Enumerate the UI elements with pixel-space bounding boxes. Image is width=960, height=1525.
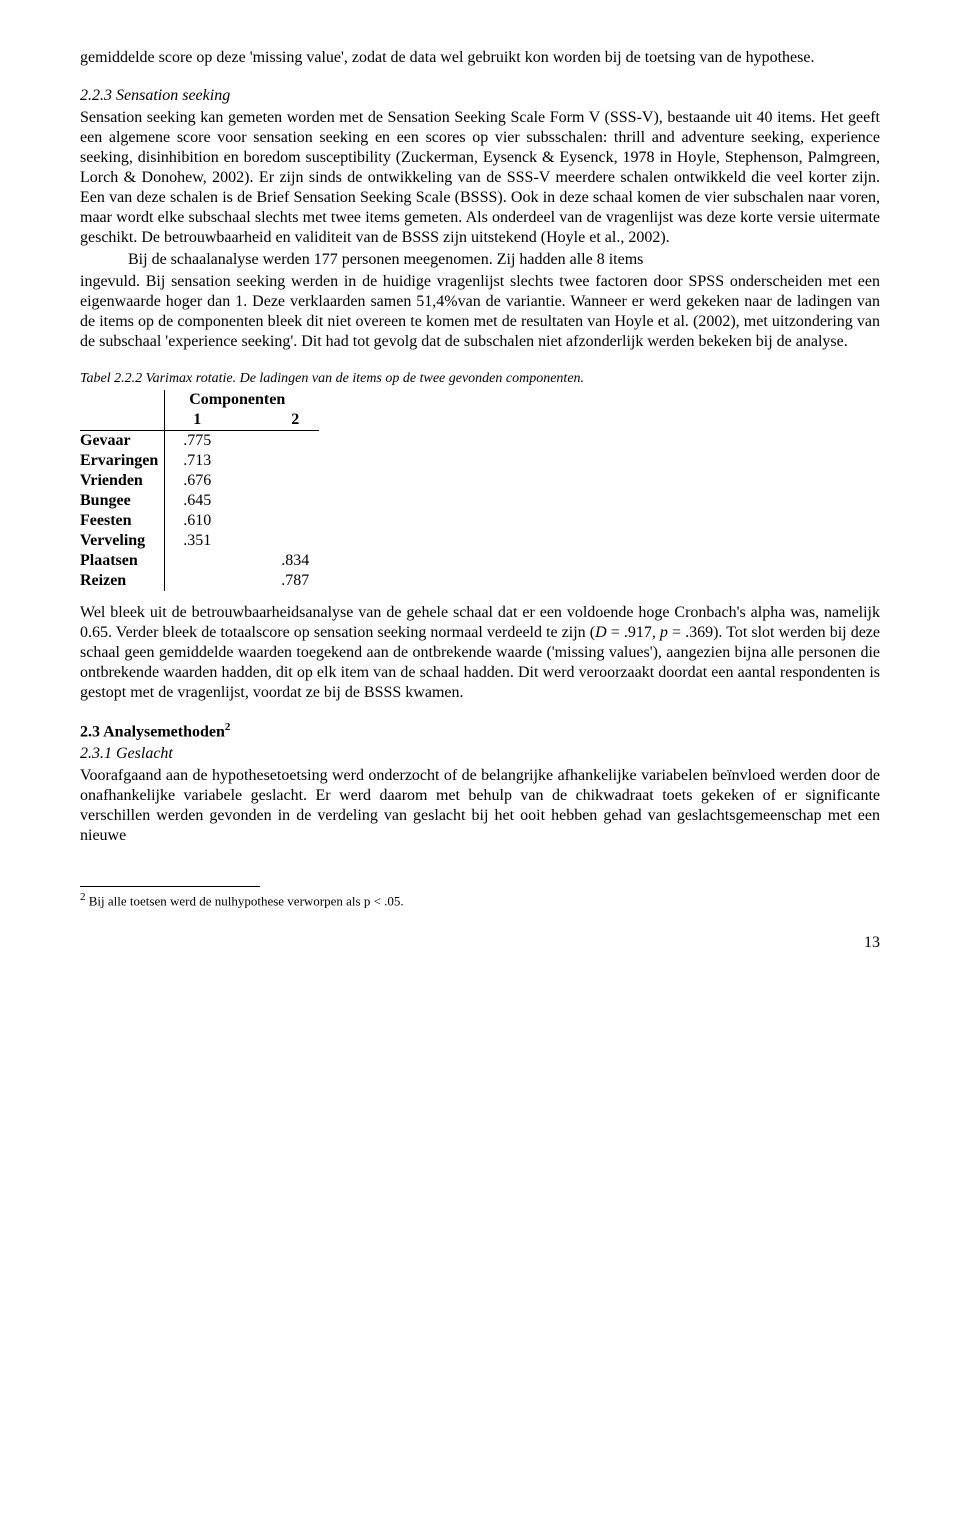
table-row: Plaatsen.834 [80,551,319,571]
after-table-text: Wel bleek uit de betrouwbaarheidsanalyse… [80,603,880,703]
footnote-separator [80,886,260,887]
section-2-3-heading: 2.3 Analysemethoden2 [80,721,880,742]
table-row: Feesten.610 [80,511,319,531]
section-2-2-3-indent: Bij de schaalanalyse werden 177 personen… [80,250,880,270]
after-table-paragraph: Wel bleek uit de betrouwbaarheidsanalyse… [80,603,880,703]
table-row: Reizen.787 [80,571,319,591]
footnote-ref: 2 [225,721,231,733]
table-row: Ervaringen.713 [80,451,319,471]
col1-header: 1 [193,411,201,428]
section-2-3-1-title: 2.3.1 Geslacht [80,744,880,764]
table-row: Vrienden.676 [80,471,319,491]
col2-header: 2 [291,411,299,428]
section-2-2-3-rest: ingevuld. Bij sensation seeking werden i… [80,272,880,352]
intro-paragraph: gemiddelde score op deze 'missing value'… [80,48,880,68]
table-header: Componenten [189,391,285,408]
section-2-2-3-title: 2.2.3 Sensation seeking [80,86,880,106]
table-corner-2 [80,410,165,431]
section-2-2-3: 2.2.3 Sensation seeking Sensation seekin… [80,86,880,352]
para-top: gemiddelde score op deze 'missing value'… [80,48,880,68]
table-row: Bungee.645 [80,491,319,511]
loadings-table: Componenten 1 2 Gevaar.775 Ervaringen.71… [80,390,319,591]
page-number: 13 [80,933,880,953]
footnote: 2 Bij alle toetsen werd de nulhypothese … [80,891,880,910]
table-caption: Tabel 2.2.2 Varimax rotatie. De ladingen… [80,370,880,388]
section-2-3-1-body: Voorafgaand aan de hypothesetoetsing wer… [80,766,880,846]
table-row: Verveling.351 [80,531,319,551]
table-row: Gevaar.775 [80,430,319,451]
table-corner [80,390,165,410]
section-2-2-3-body: Sensation seeking kan gemeten worden met… [80,108,880,248]
section-2-3: 2.3 Analysemethoden2 2.3.1 Geslacht Voor… [80,721,880,846]
